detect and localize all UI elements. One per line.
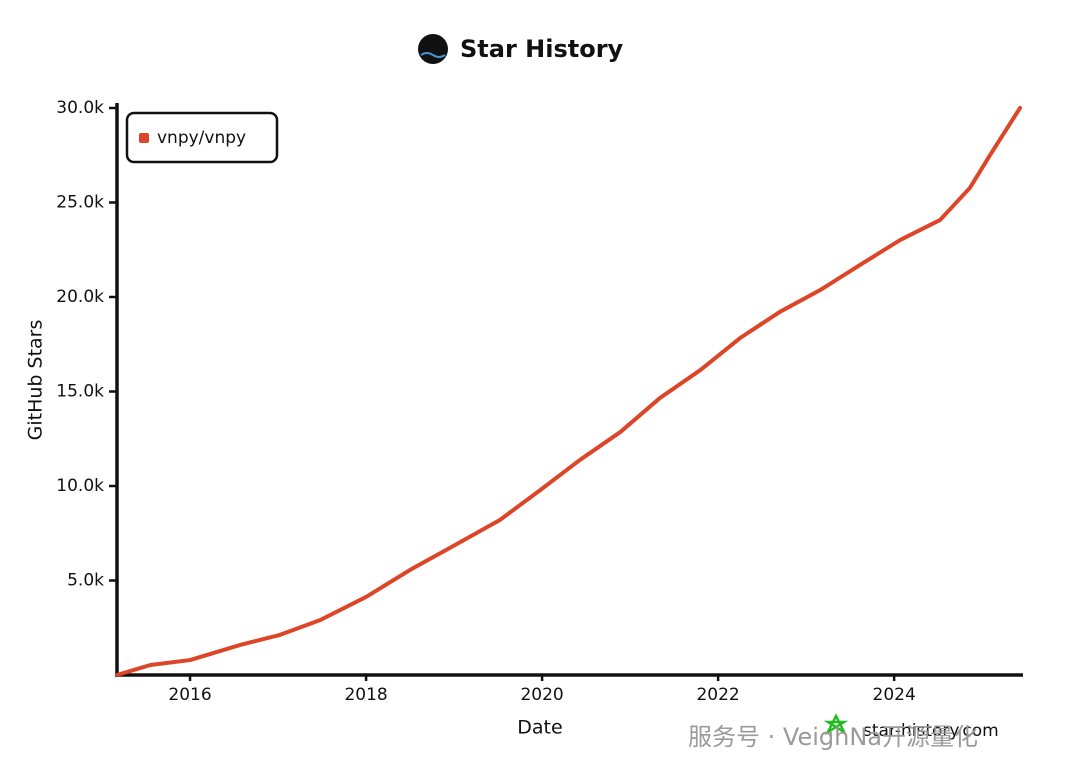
series-line xyxy=(115,106,1022,677)
y-tick-label: 25.0k xyxy=(56,193,104,213)
y-tick-label: 10.0k xyxy=(56,476,104,496)
legend-label: vnpy/vnpy xyxy=(157,128,246,148)
watermark: 服务号 · VeighNa开源量化 xyxy=(688,723,978,751)
x-tick-label: 2018 xyxy=(344,685,387,705)
x-tick-label: 2024 xyxy=(873,685,916,705)
legend-box xyxy=(125,111,279,164)
x-tick-label: 2016 xyxy=(168,685,211,705)
source-label: star-history.com xyxy=(863,721,999,741)
source-icon xyxy=(823,713,849,736)
y-tick-label: 30.0k xyxy=(56,98,104,118)
x-axis-label: Date xyxy=(517,717,562,739)
legend-swatch xyxy=(139,133,149,143)
logo-wave xyxy=(420,52,446,58)
x-tick-label: 2020 xyxy=(520,685,563,705)
x-tick-label: 2022 xyxy=(696,685,739,705)
y-tick-label: 20.0k xyxy=(56,287,104,307)
y-axis-label: GitHub Stars xyxy=(25,320,47,441)
y-tick-label: 5.0k xyxy=(67,571,104,591)
logo-icon xyxy=(418,34,448,64)
y-tick-label: 15.0k xyxy=(56,382,104,402)
chart-title: Star History xyxy=(460,35,624,63)
